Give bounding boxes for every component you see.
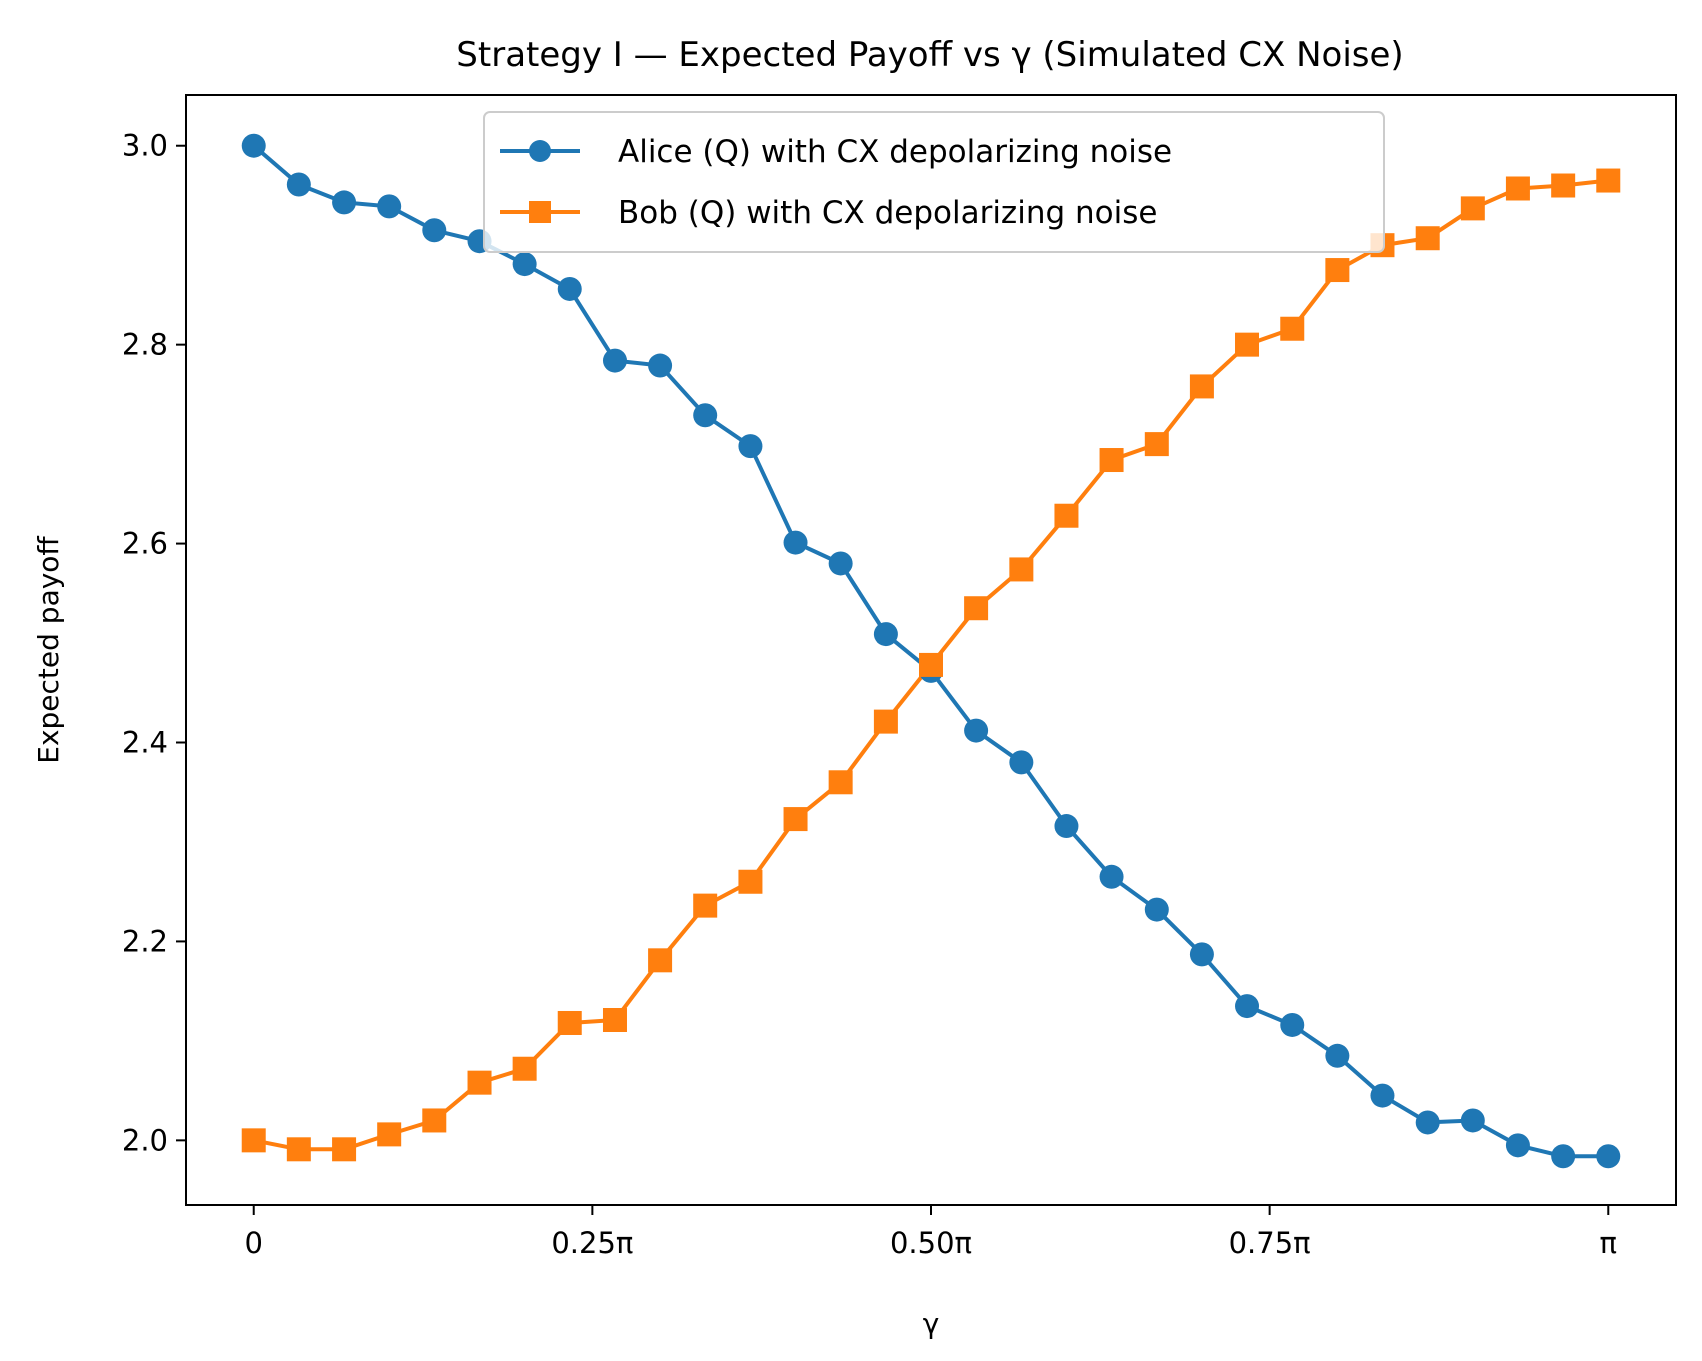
y-tick-label: 2.0 — [122, 1123, 168, 1157]
x-axis-label: γ — [923, 1307, 940, 1340]
data-point-alice — [738, 434, 763, 459]
data-point-alice — [557, 276, 582, 301]
data-point-alice — [241, 133, 266, 158]
data-point-alice — [1551, 1144, 1576, 1169]
axis-ticks: 0 0.25π 0.50π 0.75π π 2.0 2.2 2.4 2.6 2.8 3.0 — [122, 129, 1617, 1260]
data-point-bob — [241, 1128, 266, 1153]
data-point-alice — [1596, 1144, 1621, 1169]
data-point-alice — [648, 353, 673, 378]
data-point-bob — [693, 893, 718, 918]
data-point-bob — [1415, 226, 1440, 251]
data-point-alice — [1325, 1043, 1350, 1068]
legend-marker-bob — [529, 201, 551, 223]
data-point-alice — [1144, 897, 1169, 922]
data-point-alice — [422, 218, 447, 243]
y-tick-label: 2.6 — [122, 527, 168, 561]
data-point-bob — [286, 1137, 311, 1162]
data-point-bob — [873, 709, 898, 734]
data-point-bob — [648, 948, 673, 973]
data-point-bob — [1189, 374, 1214, 399]
legend-marker-alice — [529, 140, 551, 162]
data-point-alice — [873, 622, 898, 647]
data-point-alice — [286, 172, 311, 197]
data-point-bob — [1099, 448, 1124, 473]
data-point-bob — [828, 770, 853, 795]
data-point-alice — [332, 190, 357, 215]
x-tick-label: 0.50π — [890, 1226, 972, 1260]
data-point-alice — [1235, 994, 1260, 1019]
data-point-bob — [1505, 176, 1530, 201]
data-point-bob — [467, 1070, 492, 1095]
data-point-alice — [377, 194, 402, 219]
data-point-alice — [1415, 1110, 1440, 1135]
data-point-bob — [1235, 332, 1260, 357]
x-tick-label: 0.25π — [551, 1226, 633, 1260]
axes-frame — [185, 94, 1677, 1206]
legend-label-alice: Alice (Q) with CX depolarizing noise — [618, 134, 1172, 170]
y-tick-label: 2.8 — [122, 328, 168, 362]
data-point-alice — [1099, 864, 1124, 889]
plot-area: 0 0.25π 0.50π 0.75π π 2.0 2.2 2.4 2.6 2.8 3.0 — [122, 94, 1677, 1260]
data-point-alice — [828, 551, 853, 576]
y-tick-label: 2.4 — [122, 726, 168, 760]
legend-box — [483, 111, 1385, 253]
data-point-bob — [919, 652, 943, 677]
data-point-alice — [1054, 814, 1079, 839]
data-point-alice — [602, 348, 627, 373]
y-tick-label: 3.0 — [122, 129, 168, 163]
data-point-bob — [1460, 196, 1485, 221]
legend: Alice (Q) with CX depolarizing noise Bob… — [483, 111, 1385, 253]
data-point-bob — [1596, 168, 1621, 193]
data-point-bob — [738, 869, 763, 894]
y-tick-label: 2.2 — [122, 924, 168, 958]
data-point-bob — [422, 1108, 447, 1133]
chart-title: Strategy I — Expected Payoff vs γ (Simul… — [456, 35, 1403, 75]
x-tick-label: 0 — [245, 1226, 263, 1260]
data-point-alice — [964, 718, 989, 743]
data-point-bob — [964, 596, 989, 621]
data-point-alice — [1280, 1012, 1305, 1037]
data-point-alice — [1189, 942, 1214, 967]
data-point-bob — [1144, 432, 1169, 457]
data-point-bob — [1280, 316, 1305, 341]
series-markers — [241, 133, 1621, 1169]
data-point-alice — [512, 252, 537, 277]
data-point-bob — [332, 1137, 357, 1162]
data-point-alice — [1460, 1108, 1485, 1133]
data-point-alice — [1505, 1133, 1530, 1158]
data-point-bob — [783, 807, 808, 832]
data-point-bob — [1054, 503, 1079, 528]
data-point-alice — [1370, 1083, 1395, 1108]
data-point-bob — [1325, 258, 1350, 283]
x-tick-label: π — [1600, 1226, 1617, 1260]
x-tick-label: 0.75π — [1229, 1226, 1311, 1260]
data-point-bob — [1551, 173, 1576, 198]
data-point-bob — [512, 1056, 537, 1081]
data-point-bob — [557, 1010, 582, 1035]
y-axis-label: Expected payoff — [32, 536, 65, 764]
legend-label-bob: Bob (Q) with CX depolarizing noise — [618, 195, 1157, 231]
data-point-bob — [602, 1008, 627, 1032]
data-point-alice — [783, 530, 808, 555]
data-point-bob — [377, 1122, 402, 1147]
data-point-bob — [1009, 557, 1034, 582]
data-point-alice — [1009, 750, 1034, 775]
data-point-alice — [693, 403, 718, 428]
